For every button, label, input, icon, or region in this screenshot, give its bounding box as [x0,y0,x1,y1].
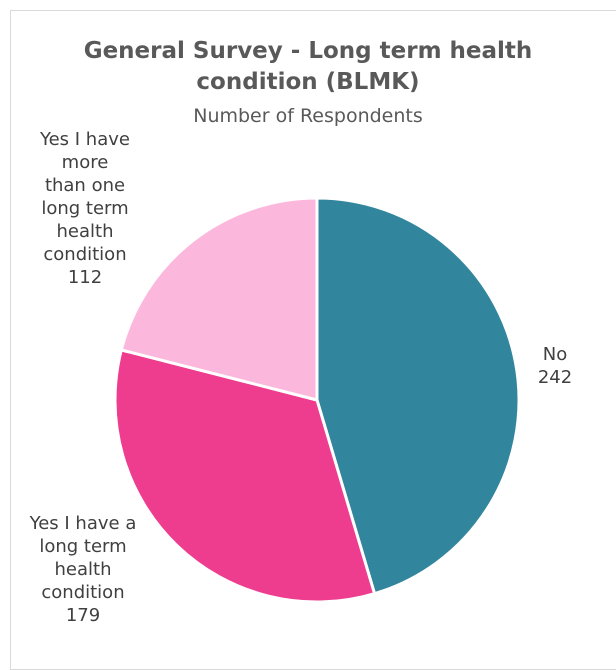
chart-subtitle: Number of Respondents [193,105,423,127]
pie-chart [113,196,521,604]
slice-label-one-condition: Yes I have a long term health condition … [29,513,137,626]
chart-title: General Survey - Long term health condit… [0,36,616,98]
pie-slice-one-condition [113,348,377,604]
chart-title-line-2: condition (BLMK) [196,69,420,95]
chart-title-line-1: General Survey - Long term health [83,38,533,64]
pie-slice-multiple-conditions [119,196,319,402]
pie-slices [113,196,521,604]
slice-label-no: No 242 [537,344,573,388]
slice-label-multiple-conditions: Yes I have more than one long term healt… [40,129,130,288]
pie-slice-no [315,196,521,596]
